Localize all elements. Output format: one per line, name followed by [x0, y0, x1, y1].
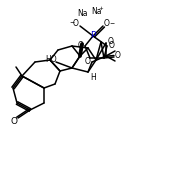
Text: O: O — [108, 38, 114, 46]
Text: O: O — [109, 41, 115, 51]
Text: O: O — [73, 20, 79, 28]
Text: P: P — [90, 32, 96, 41]
Text: O: O — [104, 20, 110, 28]
Text: H: H — [90, 72, 96, 82]
Text: O: O — [115, 51, 121, 61]
Text: −: − — [69, 20, 75, 25]
Text: O: O — [78, 41, 84, 51]
Text: −: − — [109, 20, 115, 25]
Text: Na: Na — [78, 9, 88, 19]
Text: O: O — [11, 116, 17, 125]
Text: HO: HO — [45, 56, 57, 64]
Text: O: O — [85, 56, 91, 66]
Text: Na: Na — [91, 7, 101, 15]
Text: +: + — [99, 7, 103, 12]
